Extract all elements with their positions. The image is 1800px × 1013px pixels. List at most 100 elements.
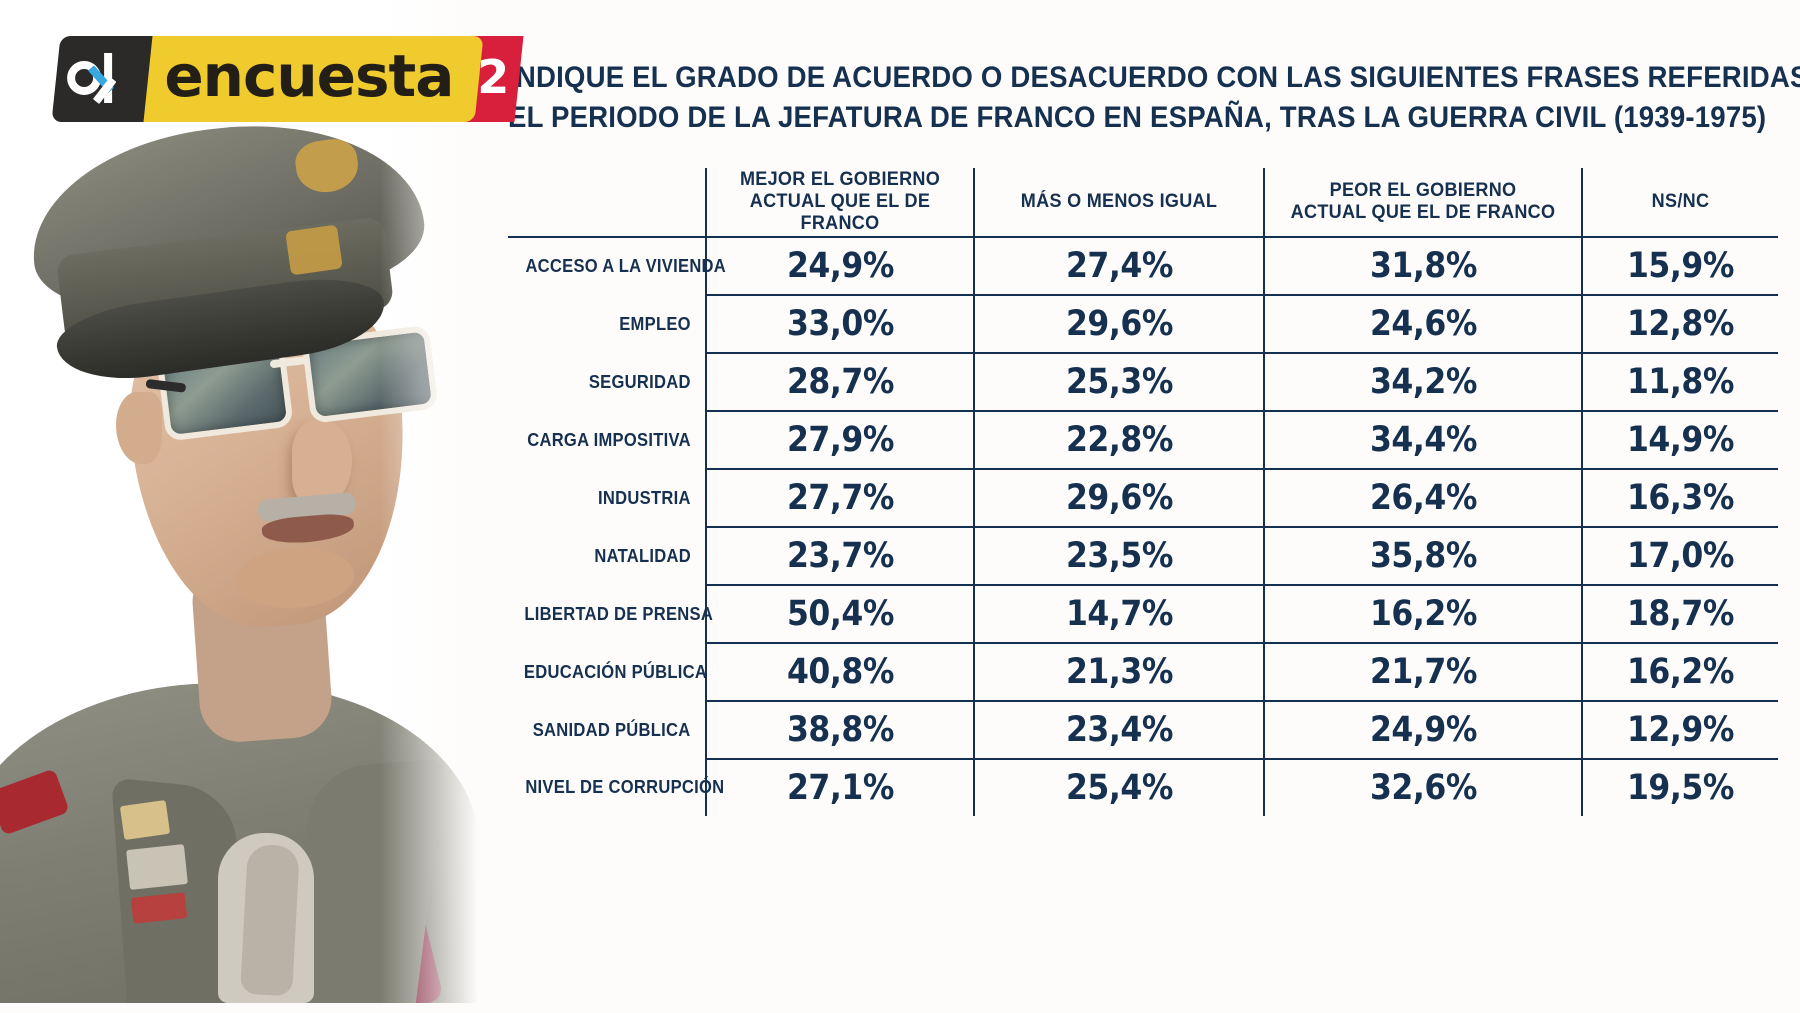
row-label-text: EDUCACIÓN PÚBLICA xyxy=(523,661,708,682)
value-nsnc: 19,5% xyxy=(1581,758,1778,816)
value-mejor-text: 23,7% xyxy=(786,536,894,576)
row-label: SEGURIDAD xyxy=(508,353,706,411)
value-mejor-text: 27,7% xyxy=(786,478,894,518)
value-mejor-text: 27,1% xyxy=(786,768,894,808)
value-nsnc: 12,9% xyxy=(1581,700,1778,759)
value-nsnc-text: 18,7% xyxy=(1626,594,1735,634)
value-igual-text: 27,4% xyxy=(1065,246,1173,286)
value-nsnc: 15,9% xyxy=(1581,236,1778,295)
row-label: SANIDAD PÚBLICA xyxy=(508,701,706,759)
value-mejor: 24,9% xyxy=(705,236,974,295)
value-nsnc: 16,3% xyxy=(1581,468,1778,527)
value-igual-text: 29,6% xyxy=(1065,304,1173,344)
table-row: INDUSTRIA 27,7% 29,6% 26,4% 16,3% xyxy=(508,468,1778,527)
value-peor-text: 31,8% xyxy=(1369,246,1477,286)
value-peor-text: 26,4% xyxy=(1369,478,1477,518)
ok-encuesta-logo[interactable]: encuesta 2 xyxy=(51,36,524,122)
value-igual: 14,7% xyxy=(973,584,1264,643)
table-row: EDUCACIÓN PÚBLICA 40,8% 21,3% 21,7% 16,2% xyxy=(508,642,1778,701)
logo-wordmark-text: encuesta xyxy=(164,42,454,110)
value-nsnc: 14,9% xyxy=(1581,410,1778,469)
value-peor: 34,4% xyxy=(1263,410,1582,469)
value-mejor: 27,1% xyxy=(705,758,974,816)
value-mejor: 40,8% xyxy=(705,642,974,701)
value-mejor: 23,7% xyxy=(705,526,974,585)
value-igual: 21,3% xyxy=(973,642,1264,701)
row-label: INDUSTRIA xyxy=(508,469,706,527)
value-mejor: 27,7% xyxy=(705,468,974,527)
value-mejor-text: 28,7% xyxy=(786,362,894,402)
uniform-tie xyxy=(240,843,300,997)
row-label-text: SANIDAD PÚBLICA xyxy=(533,719,691,740)
value-peor: 24,6% xyxy=(1263,294,1582,353)
value-nsnc: 16,2% xyxy=(1581,642,1778,701)
value-mejor: 38,8% xyxy=(705,700,974,759)
header-nsnc-line2: NS/NC xyxy=(1651,191,1710,212)
page-title: INDIQUE EL GRADO DE ACUERDO O DESACUERDO… xyxy=(508,58,1800,138)
value-mejor-text: 40,8% xyxy=(786,652,894,692)
value-peor-text: 24,9% xyxy=(1369,710,1477,750)
value-peor-text: 35,8% xyxy=(1369,536,1477,576)
logo-ok-mark xyxy=(66,53,138,104)
value-peor-text: 32,6% xyxy=(1369,768,1477,808)
row-label: ACCESO A LA VIVIENDA xyxy=(508,236,726,295)
header-row: MEJOR EL GOBIERNO ACTUAL QUE EL DE FRANC… xyxy=(508,168,1778,237)
value-nsnc: 11,8% xyxy=(1581,352,1778,411)
header-cell-blank xyxy=(513,168,701,237)
table-row: SEGURIDAD 28,7% 25,3% 34,2% 11,8% xyxy=(508,352,1778,411)
value-igual-text: 25,3% xyxy=(1065,362,1173,402)
value-nsnc-text: 12,9% xyxy=(1626,710,1735,750)
value-nsnc-text: 17,0% xyxy=(1626,536,1735,576)
value-nsnc-text: 16,2% xyxy=(1626,652,1735,692)
value-peor: 16,2% xyxy=(1263,584,1582,643)
value-peor-text: 16,2% xyxy=(1369,594,1477,634)
value-nsnc-text: 12,8% xyxy=(1626,304,1735,344)
value-igual: 29,6% xyxy=(973,468,1264,527)
header-peor-line2: ACTUAL QUE EL DE FRANCO xyxy=(1290,202,1556,223)
value-peor-text: 34,4% xyxy=(1369,420,1477,460)
row-label-text: NATALIDAD xyxy=(594,545,691,566)
table-row: NIVEL DE CORRUPCIÓN 27,1% 25,4% 32,6% 19,5% xyxy=(508,758,1778,816)
header-peor-line1: PEOR EL GOBIERNO xyxy=(1329,180,1517,201)
row-label: EMPLEO xyxy=(508,295,706,353)
portrait-nose xyxy=(292,420,352,506)
value-peor: 32,6% xyxy=(1263,758,1582,816)
logo-ok-badge xyxy=(51,36,153,122)
value-igual: 23,4% xyxy=(973,700,1264,759)
value-igual: 23,5% xyxy=(973,526,1264,585)
uniform-medal xyxy=(126,844,188,890)
value-mejor: 33,0% xyxy=(705,294,974,353)
value-igual: 27,4% xyxy=(973,236,1264,295)
logo-letter-k-icon xyxy=(87,53,138,104)
table-row: SANIDAD PÚBLICA 38,8% 23,4% 24,9% 12,9% xyxy=(508,700,1778,759)
page-title-line-2: EL PERIODO DE LA JEFATURA DE FRANCO EN E… xyxy=(508,101,1767,134)
value-mejor: 28,7% xyxy=(705,352,974,411)
value-igual-text: 25,4% xyxy=(1065,768,1173,808)
portrait-photo xyxy=(0,0,500,1013)
value-peor: 24,9% xyxy=(1263,700,1582,759)
value-peor: 35,8% xyxy=(1263,526,1582,585)
value-nsnc-text: 16,3% xyxy=(1626,478,1735,518)
value-peor-text: 34,2% xyxy=(1369,362,1477,402)
value-peor: 34,2% xyxy=(1263,352,1582,411)
portrait-ear xyxy=(116,392,162,464)
value-nsnc-text: 19,5% xyxy=(1626,768,1735,808)
header-cell-igual: MÁS O MENOS IGUAL xyxy=(980,168,1257,237)
value-peor: 26,4% xyxy=(1263,468,1582,527)
value-mejor-text: 33,0% xyxy=(786,304,894,344)
value-mejor-text: 38,8% xyxy=(786,710,894,750)
survey-table: MEJOR EL GOBIERNO ACTUAL QUE EL DE FRANC… xyxy=(508,168,1778,816)
value-nsnc-text: 14,9% xyxy=(1626,420,1735,460)
value-mejor: 27,9% xyxy=(705,410,974,469)
row-label: EDUCACIÓN PÚBLICA xyxy=(508,643,708,701)
value-peor-text: 24,6% xyxy=(1369,304,1477,344)
value-mejor-text: 50,4% xyxy=(786,594,894,634)
value-peor-text: 21,7% xyxy=(1369,652,1477,692)
row-label-text: EMPLEO xyxy=(619,313,691,334)
value-mejor-text: 27,9% xyxy=(786,420,894,460)
value-peor: 21,7% xyxy=(1263,642,1582,701)
table-row: NATALIDAD 23,7% 23,5% 35,8% 17,0% xyxy=(508,526,1778,585)
value-igual-text: 23,5% xyxy=(1065,536,1173,576)
row-label: LIBERTAD DE PRENSA xyxy=(508,585,712,643)
value-nsnc-text: 11,8% xyxy=(1626,362,1735,402)
